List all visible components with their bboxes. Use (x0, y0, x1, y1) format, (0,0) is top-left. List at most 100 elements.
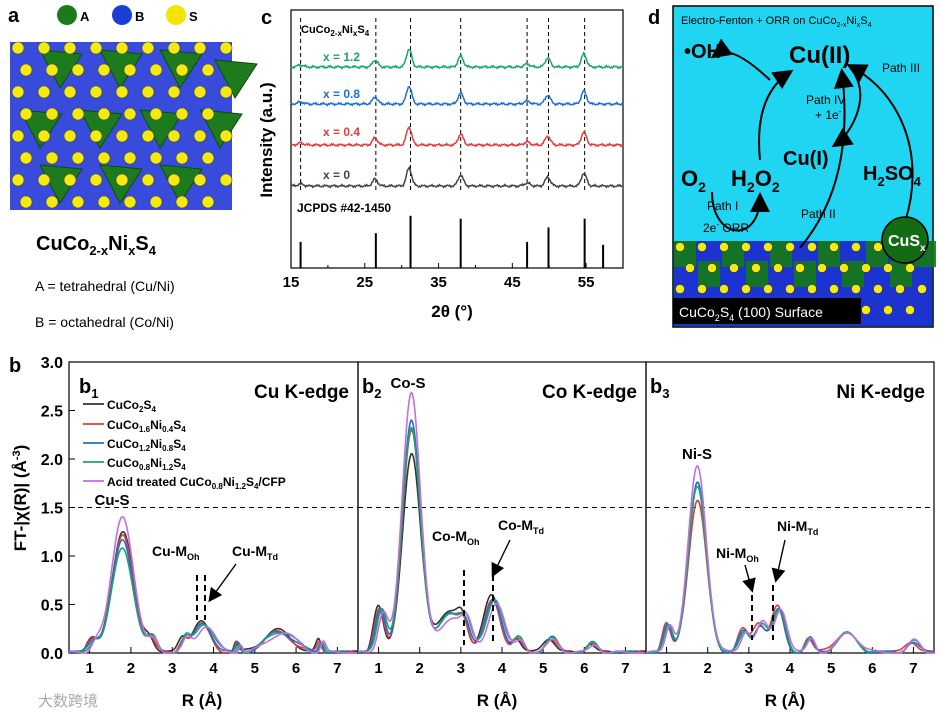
plus-electron: + 1e- (815, 107, 842, 122)
path-iv-label: Path IV (806, 93, 845, 107)
sulfur-atom (149, 195, 163, 209)
sulfur-atom (37, 129, 51, 143)
exafs-series-line (68, 515, 358, 654)
sulfur-atom (45, 151, 59, 165)
sulfur-atom (201, 151, 215, 165)
sulfur-atom (873, 284, 883, 294)
x-tick-label: 1 (85, 660, 93, 677)
sulfur-atom (895, 284, 905, 294)
xrd-series-label: x = 0.8 (323, 87, 360, 101)
sulfur-atom (19, 107, 33, 121)
exafs-series-line (645, 464, 934, 654)
legend-a-marker (57, 5, 77, 25)
xlabel-b2: R (Å) (477, 691, 518, 710)
x-tick-label: 2 (416, 660, 424, 677)
xrd-series-label: x = 0 (323, 168, 350, 182)
sulfur-atom (193, 173, 207, 187)
sulfur-atom (19, 195, 33, 209)
note-octahedral: B = octahedral (Co/Ni) (35, 314, 174, 330)
legend-s-text: S (189, 9, 198, 24)
legend-entry-5: Acid treated CuCo0.8Ni1.2S4/CFP (107, 475, 286, 491)
x-tick-label: 7 (621, 660, 629, 677)
legend-b-marker (112, 5, 132, 25)
y-tick-label: 3.0 (41, 355, 63, 372)
sulfur-atom (697, 284, 707, 294)
sulfur-atom (63, 85, 77, 99)
sulfur-atom (89, 41, 103, 55)
x-tick-label: 5 (827, 660, 835, 677)
sulfur-atom (97, 195, 111, 209)
mechanism-title: Electro-Fenton + ORR on CuCo2-xNixS4 (681, 15, 872, 29)
sulfur-atom (89, 173, 103, 187)
panel-d: d CuCo2S4 (100) Surface Electro-Fenton +… (648, 5, 936, 328)
sulfur-atom (861, 305, 871, 315)
sulfur-atom (141, 85, 155, 99)
x-tick-label: 5 (539, 660, 547, 677)
arrow-h2o2-to-cu2 (758, 69, 794, 161)
arrow-path-i (711, 191, 770, 232)
panel-b: b 0.0 0.5 1.0 1.5 2.0 2.5 3.0 1 2 3 4 5 6 7 1 2 3 4 5 6 7 1 2 3… (9, 355, 935, 710)
x-tick-label: 7 (909, 660, 917, 677)
sulfur-atom (817, 263, 827, 273)
sulfur-atom (729, 263, 739, 273)
sulfur-atom (89, 85, 103, 99)
cu-m-td-label: Cu-MTd (232, 543, 278, 562)
sulfur-atom (115, 41, 129, 55)
sulfur-atom (219, 85, 233, 99)
sulfur-atom (45, 107, 59, 121)
sulfur-atom (719, 284, 729, 294)
sulfur-atom (219, 129, 233, 143)
path-ii-label: Path II (801, 207, 836, 221)
sulfur-atom (785, 284, 795, 294)
sulfur-atom (697, 242, 707, 252)
sulfur-atom (37, 41, 51, 55)
sulfur-atom (807, 242, 817, 252)
x-tick-label: 3 (745, 660, 753, 677)
sulfur-atom (795, 263, 805, 273)
x-tick-label: 2 (127, 660, 135, 677)
co-s-label: Co-S (391, 375, 426, 392)
sulfur-atom (123, 63, 137, 77)
xrd-frame (290, 9, 624, 269)
x-tick-label: 3 (457, 660, 465, 677)
sulfur-atom (675, 284, 685, 294)
b2-label: b2 (362, 376, 381, 401)
sulfur-atom (167, 41, 181, 55)
sulfur-atom (829, 284, 839, 294)
sulfur-atom (115, 129, 129, 143)
legend-s-marker (166, 5, 186, 25)
xrd-series-label: x = 0.4 (323, 125, 360, 139)
sulfur-atom (71, 63, 85, 77)
exafs-legend: CuCo2S4 CuCo1.6Ni0.4S4 CuCo1.2Ni0.8S4 Cu… (83, 398, 286, 491)
sulfur-atom (741, 242, 751, 252)
sulfur-atom (773, 263, 783, 273)
xrd-tick-label: 55 (578, 274, 595, 291)
x-tick-label: 4 (498, 660, 507, 677)
sulfur-atom (219, 41, 233, 55)
xrd-plot: x = 0 x = 0.4 x = 0.8 x = 1.2 15 25 35 45 55 (283, 18, 624, 291)
xrd-series-line (290, 85, 624, 107)
sulfur-atom (201, 63, 215, 77)
sulfur-atom (63, 173, 77, 187)
sulfur-atom (167, 85, 181, 99)
sulfur-atom (905, 305, 915, 315)
sulfur-atom (707, 263, 717, 273)
sulfur-atom (829, 242, 839, 252)
y-tick-label: 0.0 (41, 646, 63, 663)
sulfur-atom (141, 173, 155, 187)
b1-label: b1 (79, 376, 98, 401)
x-tick-label: 4 (786, 660, 795, 677)
y-tick-label: 2.5 (41, 404, 63, 421)
sulfur-atom (839, 263, 849, 273)
sulfur-atom (719, 242, 729, 252)
sulfur-atom (123, 107, 137, 121)
sulfur-atom (63, 41, 77, 55)
xlabel-b3: R (Å) (765, 691, 806, 710)
sulfur-atom (175, 63, 189, 77)
xrd-tick-label: 45 (504, 274, 521, 291)
sulfur-atom (219, 173, 233, 187)
arrow-path-iii (846, 64, 914, 223)
panel-a-label: a (8, 5, 20, 27)
cu-edge-label: Cu K-edge (254, 382, 349, 403)
exafs-series-line (68, 547, 358, 654)
